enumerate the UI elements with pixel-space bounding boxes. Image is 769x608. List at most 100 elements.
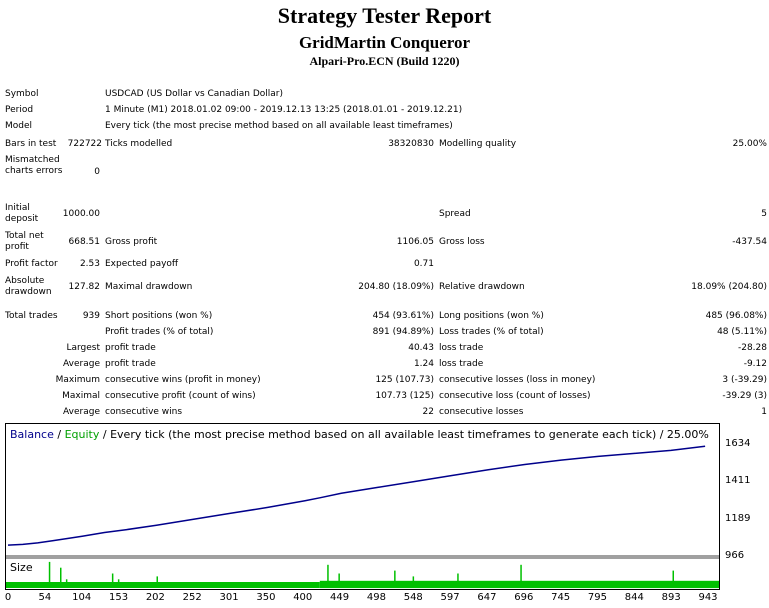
size-bar	[520, 564, 522, 588]
size-bar	[111, 573, 114, 588]
legend-balance: Balance	[10, 428, 54, 441]
expected-payoff-label: Expected payoff	[105, 259, 179, 269]
max-drawdown-label: Maximal drawdown	[105, 282, 193, 292]
x-tick-label: 647	[477, 592, 497, 603]
ticks-label: Ticks modelled	[105, 139, 173, 149]
average-loss-value: -9.12	[743, 359, 767, 369]
size-bar	[457, 573, 459, 588]
x-tick-label: 350	[256, 592, 276, 603]
x-tick-label: 795	[587, 592, 608, 603]
total-trades-value: 939	[82, 311, 100, 321]
maximal-consec-loss-value: -39.29 (3)	[722, 391, 767, 401]
x-tick-label: 104	[72, 592, 92, 603]
x-tick-label: 252	[182, 592, 202, 603]
maximal-consec-profit-value: 107.73 (125)	[375, 391, 434, 401]
spread-value: 5	[761, 209, 767, 219]
ea-name: GridMartin Conqueror	[298, 33, 471, 52]
size-bar	[117, 579, 120, 588]
avg-consec-label: Average	[63, 407, 100, 417]
profit-trades-value: 891 (94.89%)	[372, 327, 434, 337]
avg-consec-wins-label: consecutive wins	[105, 407, 183, 417]
profit-trades-label: Profit trades (% of total)	[105, 327, 214, 337]
size-bar	[394, 570, 396, 588]
size-bar	[65, 579, 68, 588]
legend-equity: Equity	[64, 428, 100, 441]
symbol-value: USDCAD (US Dollar vs Canadian Dollar)	[105, 89, 284, 99]
gross-loss-value: -437.54	[732, 237, 767, 247]
maximal-consec-loss-label: consecutive loss (count of losses)	[439, 391, 591, 401]
balance-equity-chart	[5, 423, 720, 590]
x-tick-label: 301	[219, 592, 239, 603]
x-tick-label: 498	[366, 592, 386, 603]
abs-drawdown-value: 127.82	[68, 282, 101, 292]
size-label: Size	[10, 561, 33, 574]
average-profit-value: 1.24	[413, 359, 434, 369]
y-tick-label: 1634	[725, 438, 751, 449]
net-profit-value: 668.51	[68, 237, 101, 247]
x-tick-label: 893	[661, 592, 681, 603]
model-value: Every tick (the most precise method base…	[105, 121, 453, 131]
modelling-quality-value: 25.00%	[732, 139, 767, 149]
size-area	[319, 580, 719, 589]
y-tick-label: 966	[725, 550, 745, 561]
average-profit-label: profit trade	[105, 359, 156, 369]
bars-value: 722722	[67, 139, 102, 149]
largest-profit-value: 40.43	[408, 343, 434, 353]
largest-loss-value: -28.28	[737, 343, 767, 353]
x-tick-label: 400	[293, 592, 313, 603]
net-profit-label: Total net profit	[5, 231, 44, 252]
size-bar	[672, 570, 674, 588]
mismatch-value: 0	[94, 167, 100, 177]
period-value: 1 Minute (M1) 2018.01.02 09:00 - 2019.12…	[105, 105, 463, 115]
maximal-consec-profit-label: consecutive profit (count of wins)	[105, 391, 256, 401]
x-tick-label: 0	[4, 592, 12, 603]
y-tick-label: 1189	[725, 513, 751, 524]
legend-description: / Every tick (the most precise method ba…	[102, 428, 709, 441]
avg-consec-losses-value: 1	[761, 407, 767, 417]
x-tick-label: 449	[330, 592, 350, 603]
chart-separator	[6, 555, 719, 559]
report-title: Strategy Tester Report	[277, 3, 492, 28]
bars-label: Bars in test	[5, 139, 57, 149]
x-tick-label: 153	[108, 592, 129, 603]
size-bar	[60, 567, 62, 588]
avg-consec-losses-label: consecutive losses	[439, 407, 524, 417]
x-tick-label: 202	[145, 592, 165, 603]
y-tick-label: 1411	[725, 475, 751, 486]
size-bar	[30, 582, 32, 588]
legend-separator: /	[57, 428, 62, 441]
maximum-label: Maximum	[55, 375, 100, 385]
size-bar	[48, 561, 51, 588]
total-trades-label: Total trades	[5, 311, 58, 321]
chart-canvas	[6, 445, 719, 589]
size-bar	[338, 573, 340, 588]
balance-line	[7, 445, 706, 546]
gross-profit-value: 1106.05	[396, 237, 434, 247]
gross-profit-label: Gross profit	[105, 237, 158, 247]
long-positions-value: 485 (96.08%)	[705, 311, 767, 321]
max-consec-losses-value: 3 (-39.29)	[722, 375, 767, 385]
symbol-label: Symbol	[5, 89, 39, 99]
x-tick-label: 943	[698, 592, 718, 603]
size-bar	[215, 582, 218, 588]
avg-consec-wins-value: 22	[422, 407, 434, 417]
spread-label: Spread	[439, 209, 471, 219]
x-tick-label: 548	[403, 592, 423, 603]
abs-drawdown-label: Absolute drawdown	[5, 276, 52, 297]
long-positions-label: Long positions (won %)	[439, 311, 544, 321]
chart-legend: Balance / Equity / Every tick (the most …	[10, 428, 709, 441]
largest-loss-label: loss trade	[439, 343, 484, 353]
mismatch-label: Mismatched charts errors	[5, 155, 63, 176]
modelling-quality-label: Modelling quality	[439, 139, 517, 149]
average-loss-label: loss trade	[439, 359, 484, 369]
deposit-label: Initial deposit	[5, 203, 39, 224]
x-tick-label: 597	[440, 592, 460, 603]
gross-loss-label: Gross loss	[439, 237, 485, 247]
loss-trades-value: 48 (5.11%)	[717, 327, 767, 337]
deposit-value: 1000.00	[62, 209, 100, 219]
model-label: Model	[5, 121, 33, 131]
size-bar	[327, 564, 329, 588]
largest-label: Largest	[66, 343, 100, 353]
profit-factor-value: 2.53	[79, 259, 100, 269]
x-tick-label: 844	[624, 592, 644, 603]
